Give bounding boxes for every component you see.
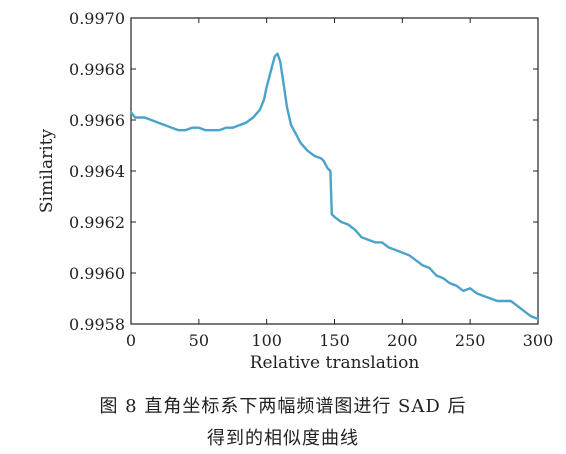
y-tick-label: 0.9960 <box>69 264 125 283</box>
y-tick-label: 0.9966 <box>69 111 125 130</box>
y-tick-label: 0.9970 <box>69 9 125 28</box>
plot-frame <box>130 17 539 325</box>
y-tick-label: 0.9962 <box>69 213 125 232</box>
y-tick-label: 0.9964 <box>69 162 125 181</box>
y-tick-label: 0.9968 <box>69 60 125 79</box>
x-tick-label: 0 <box>126 331 136 350</box>
x-tick-labels: 0 50 100 150 200 250 300 <box>126 331 553 350</box>
y-axis-label: Similarity <box>37 129 57 214</box>
x-tick-label: 100 <box>251 331 282 350</box>
x-axis-label: Relative translation <box>250 353 420 373</box>
figure-caption-line-1: 图 8 直角坐标系下两幅频谱图进行 SAD 后 <box>99 396 467 417</box>
x-tick-label: 300 <box>523 331 554 350</box>
x-tick-label: 150 <box>319 331 350 350</box>
x-tick-label: 200 <box>387 331 418 350</box>
y-tick-labels: 0.9958 0.9960 0.9962 0.9964 0.9966 0.9968 0.99… <box>69 9 125 334</box>
x-tick-label: 50 <box>189 331 209 350</box>
axis-ticks <box>130 17 539 325</box>
x-tick-label: 250 <box>455 331 486 350</box>
similarity-series-line <box>129 52 540 321</box>
y-tick-label: 0.9958 <box>69 315 125 334</box>
figure-caption-line-2: 得到的相似度曲线 <box>207 428 359 449</box>
